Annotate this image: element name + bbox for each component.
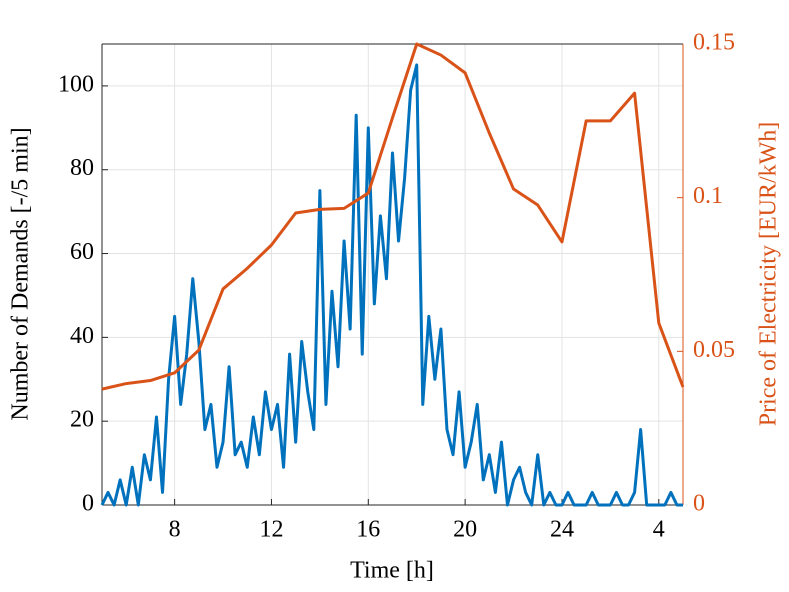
x-tick-label: 4 (653, 517, 665, 543)
y-tick-label: 0 (82, 491, 94, 517)
y2-tick-label: 0.05 (693, 337, 735, 363)
x-tick-label: 8 (169, 517, 181, 543)
line-series (101, 42, 685, 391)
x-tick-label: 24 (550, 517, 574, 543)
y-tick-label: 60 (70, 239, 94, 265)
x-tick-label: 20 (453, 517, 477, 543)
line-series (100, 63, 683, 507)
y2-tick-label: 0 (693, 491, 705, 517)
y2-tick-label: 0.1 (693, 183, 723, 209)
y-tick-label: 100 (58, 71, 94, 97)
x-tick-label: 16 (356, 517, 380, 543)
x-tick-label: 12 (259, 517, 283, 543)
y-tick-label: 20 (70, 407, 94, 433)
x-axis-label: Time [h] (350, 558, 434, 584)
y2-axis-label: Price of Electricity [EUR/kWh] (756, 122, 782, 427)
y-axis-label: Number of Demands [-/5 min] (8, 127, 34, 420)
y2-tick-label: 0.15 (693, 30, 735, 56)
y-tick-label: 40 (70, 323, 94, 349)
y-tick-label: 80 (70, 155, 94, 181)
